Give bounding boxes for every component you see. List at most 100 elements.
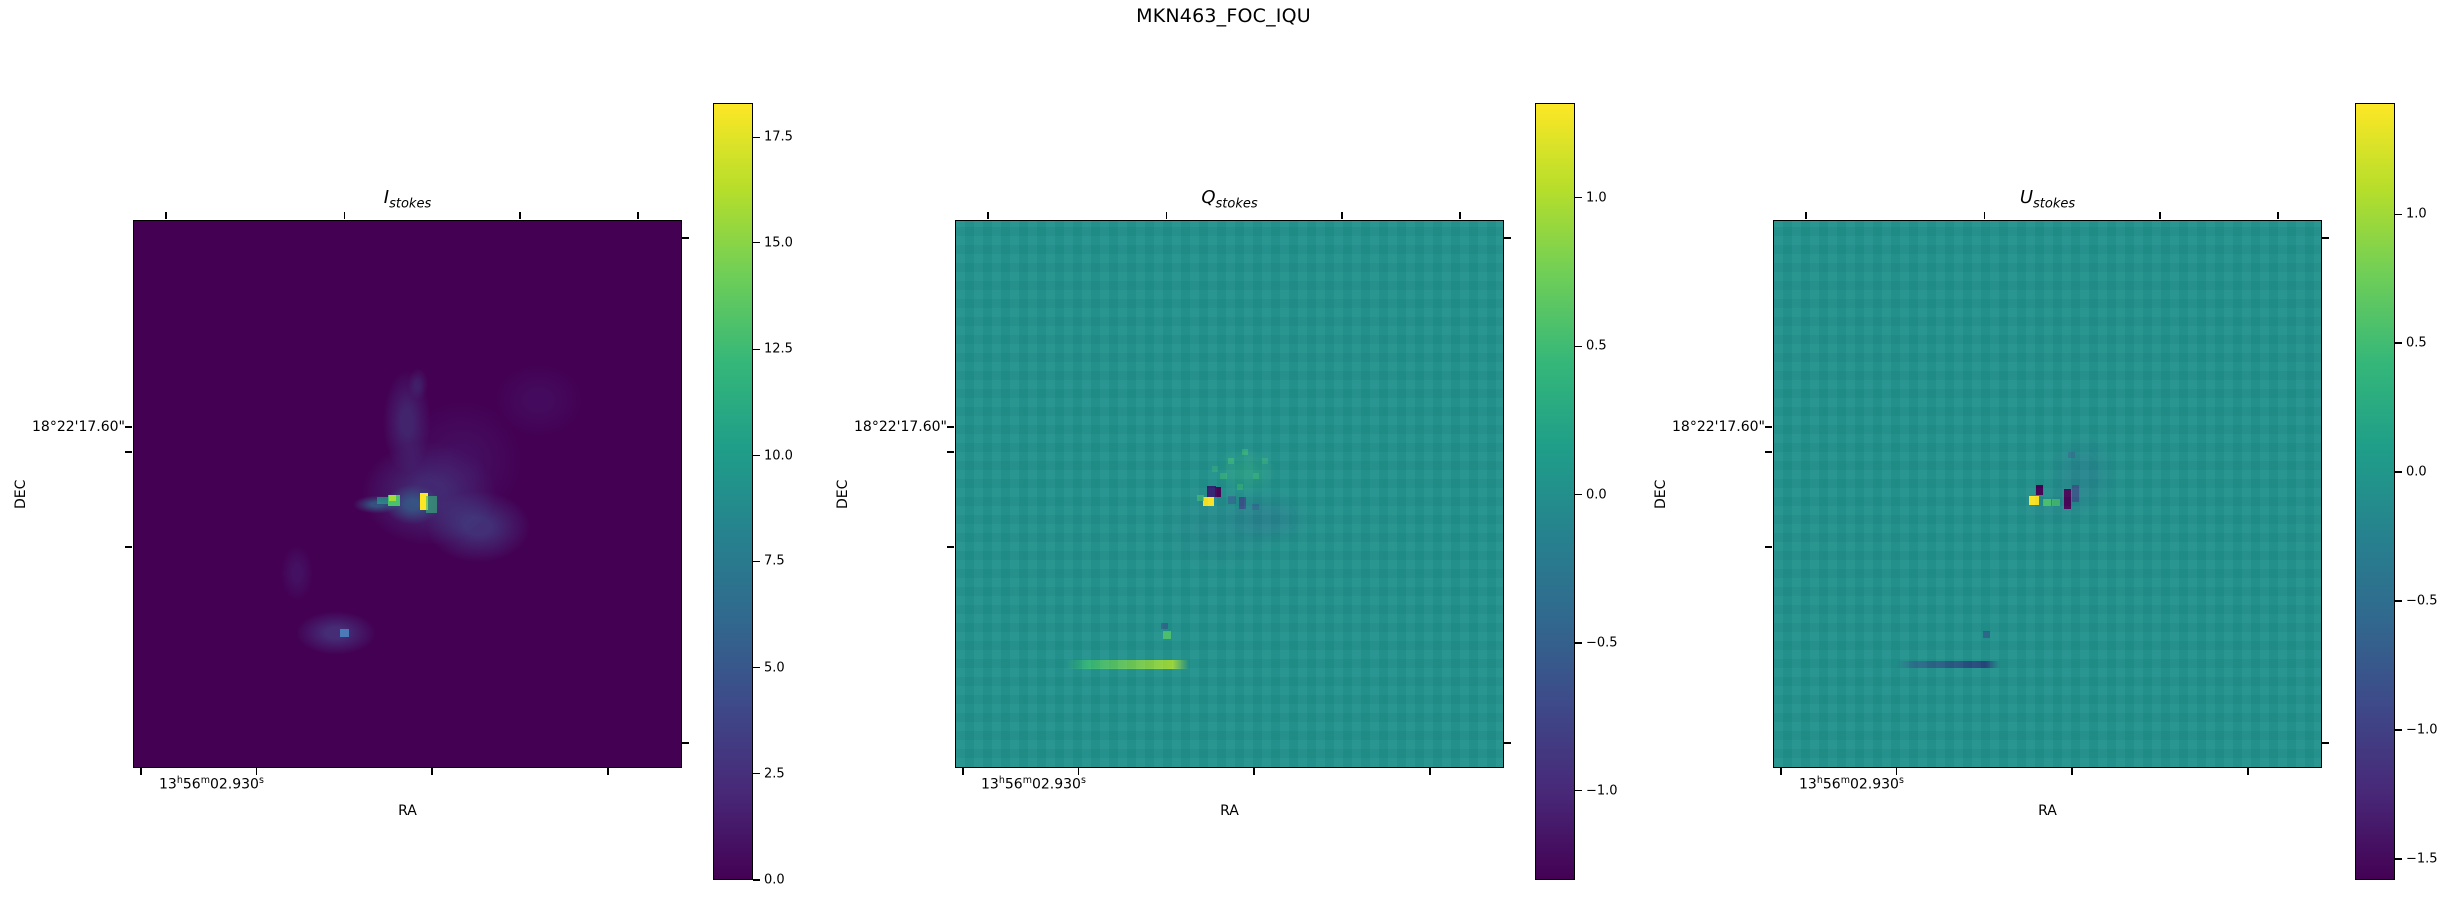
dec-axis-label: DEC bbox=[13, 479, 29, 509]
axis-tick bbox=[1780, 768, 1782, 775]
colorbar-tick bbox=[2395, 729, 2402, 731]
heatmap-feature-pixel bbox=[1214, 486, 1222, 497]
axis-tick bbox=[1805, 211, 1807, 219]
colorbar-tick-label: 0.5 bbox=[2406, 335, 2427, 351]
colorbar-tick-label: 2.5 bbox=[764, 766, 785, 782]
heatmap-feature-pixel bbox=[2042, 498, 2052, 506]
colorbar-qstokes: −1.0 −0.5 0.0 0.5 1.0 bbox=[1535, 103, 1618, 880]
heatmap-feature-streak bbox=[1896, 660, 2001, 669]
colorbar-tick bbox=[753, 242, 760, 244]
axis-tick bbox=[1764, 546, 1772, 548]
heatmap-feature-pixel bbox=[2068, 451, 2075, 459]
heatmap-feature-pixel bbox=[2035, 485, 2043, 496]
axis-tick bbox=[1983, 211, 1986, 219]
colorbar-tick-label: 17.5 bbox=[764, 129, 793, 145]
colorbar-tick bbox=[753, 879, 760, 881]
heatmap-feature-pixel bbox=[1197, 494, 1204, 502]
axis-tick bbox=[946, 451, 954, 453]
panel-ustokes: Ustokes 18°22'17.60" DEC 13h56m02.930s R… bbox=[1653, 187, 2329, 819]
heatmap-feature-glow bbox=[478, 351, 600, 450]
panel-title-symbol: I bbox=[383, 187, 390, 208]
axis-tick bbox=[140, 768, 142, 775]
heatmap-feature-pixel bbox=[376, 497, 394, 504]
heatmap-ustokes bbox=[1773, 220, 2322, 768]
axis-tick bbox=[2322, 742, 2329, 744]
colorbar-tick-label: −1.5 bbox=[2406, 851, 2438, 867]
dec-tick-label: 18°22'17.60" bbox=[854, 419, 947, 435]
axis-tick bbox=[1895, 768, 1898, 775]
ra-axis-label: RA bbox=[2038, 803, 2057, 819]
heatmap-feature-pixel bbox=[1227, 496, 1236, 504]
axis-tick bbox=[519, 211, 521, 219]
heatmap-feature-pixel bbox=[1253, 472, 1260, 479]
colorbar-tick-label: 0.0 bbox=[764, 872, 785, 888]
axis-tick bbox=[255, 768, 258, 775]
axis-tick bbox=[124, 426, 132, 428]
colorbar-tick-label: 10.0 bbox=[764, 448, 793, 464]
axis-tick bbox=[2322, 237, 2329, 239]
colorbar-tick-label: 0.0 bbox=[2406, 464, 2427, 480]
heatmap-feature-glow bbox=[280, 603, 391, 664]
colorbar-tick-label: −0.5 bbox=[1586, 635, 1618, 651]
axis-tick bbox=[431, 768, 433, 775]
axis-tick bbox=[1764, 451, 1772, 453]
ra-tick-label: 13h56m02.930s bbox=[1799, 775, 1904, 793]
colorbar-tick bbox=[753, 667, 760, 669]
colorbar-tick bbox=[1575, 197, 1582, 199]
colorbar-gradient bbox=[2355, 103, 2395, 880]
axis-tick bbox=[682, 237, 689, 239]
colorbar-tick-label: −0.5 bbox=[2406, 593, 2438, 609]
heatmap-feature-glow bbox=[1207, 479, 1328, 557]
axis-tick bbox=[165, 211, 167, 219]
axis-tick bbox=[1429, 768, 1431, 775]
heatmap-feature-glow bbox=[1201, 438, 1290, 505]
heatmap-feature-pixel bbox=[1238, 497, 1246, 510]
colorbar-tick bbox=[2395, 600, 2402, 602]
colorbar-tick bbox=[753, 455, 760, 457]
colorbar-tick bbox=[1575, 642, 1582, 644]
colorbar-tick bbox=[2395, 342, 2402, 344]
panel-title-qstokes: Qstokes bbox=[955, 187, 1504, 212]
axis-tick bbox=[2277, 211, 2279, 219]
panel-title-istokes: Istokes bbox=[133, 187, 682, 212]
axis-tick bbox=[124, 451, 132, 453]
heatmap-feature-pixel bbox=[420, 492, 428, 511]
colorbar-tick bbox=[753, 136, 760, 138]
axis-tick bbox=[946, 546, 954, 548]
colorbar-tick-label: 7.5 bbox=[764, 553, 785, 569]
ra-tick-label: 13h56m02.930s bbox=[159, 775, 264, 793]
heatmap-feature-pixel bbox=[1261, 457, 1268, 464]
colorbar-tick bbox=[753, 348, 760, 350]
colorbar-tick-label: 12.5 bbox=[764, 341, 793, 357]
axis-tick bbox=[637, 211, 639, 219]
heatmap-feature-glow bbox=[404, 361, 432, 406]
colorbar-tick-label: −1.0 bbox=[1586, 783, 1618, 799]
ra-axis-label: RA bbox=[1220, 803, 1239, 819]
heatmap-feature-pixel bbox=[1207, 486, 1216, 498]
heatmap-feature-glow bbox=[2033, 419, 2133, 530]
colorbar-tick-label: 5.0 bbox=[764, 660, 785, 676]
heatmap-feature-pixel bbox=[2029, 496, 2040, 505]
axis-tick bbox=[946, 426, 954, 428]
colorbar-tick-label: 0.5 bbox=[1586, 338, 1607, 354]
colorbar-gradient bbox=[713, 103, 753, 880]
heatmap-feature-pixel bbox=[1220, 472, 1227, 479]
panel-qstokes: Qstokes 18°22'17.60" DEC 13h56m02.930s R… bbox=[835, 187, 1511, 819]
ra-axis-label: RA bbox=[398, 803, 417, 819]
dec-axis-label: DEC bbox=[835, 479, 851, 509]
colorbar-tick-label: 1.0 bbox=[2406, 206, 2427, 222]
colorbar-tick bbox=[2395, 213, 2402, 215]
axis-tick bbox=[343, 211, 346, 219]
heatmap-feature-pixel bbox=[1982, 630, 1991, 639]
colorbar-tick bbox=[753, 560, 760, 563]
figure-title: MKN463_FOC_IQU bbox=[1136, 5, 1311, 27]
heatmap-qstokes bbox=[955, 220, 1504, 768]
axis-tick bbox=[1165, 211, 1168, 219]
axis-tick bbox=[1253, 768, 1255, 775]
colorbar-tick bbox=[2395, 858, 2402, 860]
colorbar-tick-label: −1.0 bbox=[2406, 722, 2438, 738]
axis-tick bbox=[1459, 211, 1461, 219]
heatmap-feature-pixel bbox=[1162, 630, 1172, 639]
colorbar-ustokes: −1.5 −1.0 −0.5 0.0 0.5 1.0 bbox=[2355, 103, 2438, 880]
axis-tick bbox=[124, 546, 132, 548]
